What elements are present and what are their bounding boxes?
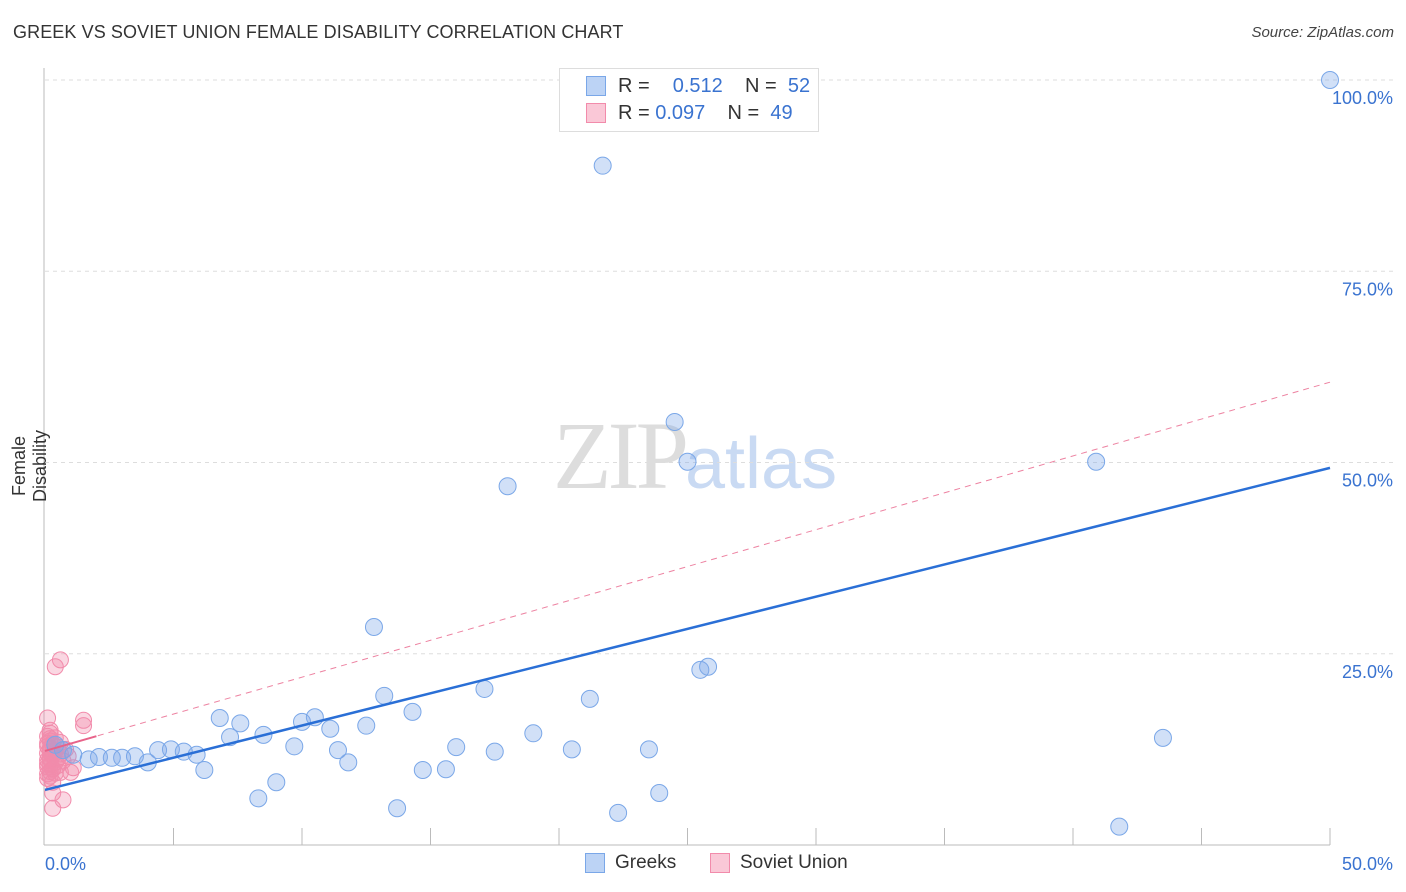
- legend-label: Soviet Union: [740, 852, 848, 873]
- soviet-trend-line: [44, 381, 1331, 752]
- greeks-point: [187, 745, 206, 764]
- legend-row-greeks: R = 0.512 N = 52: [586, 73, 810, 99]
- n-label: N =: [727, 101, 760, 124]
- chart-title: GREEK VS SOVIET UNION FEMALE DISABILITY …: [13, 22, 624, 42]
- greeks-point: [403, 702, 422, 721]
- soviet-point: [51, 651, 69, 669]
- greeks-point: [1087, 452, 1106, 471]
- y-tick-label: 100.0%: [1332, 88, 1393, 108]
- n-value: 52: [787, 74, 811, 97]
- greeks-swatch: [585, 853, 605, 873]
- greeks-point: [650, 783, 669, 802]
- greeks-point: [699, 657, 718, 676]
- greeks-point: [447, 738, 466, 757]
- n-label: N =: [745, 74, 777, 97]
- greeks-point: [249, 789, 268, 808]
- soviet-point: [39, 765, 57, 783]
- greeks-point: [388, 799, 407, 818]
- soviet-swatch: [710, 853, 730, 873]
- y-tick-label: 25.0%: [1342, 662, 1393, 682]
- greeks-point: [64, 745, 83, 764]
- soviet-point: [75, 711, 93, 729]
- greeks-point: [485, 742, 504, 761]
- greeks-point: [357, 716, 376, 735]
- legend-item-greeks: Greeks: [585, 852, 676, 874]
- legend-label: Greeks: [615, 852, 677, 873]
- watermark-atlas: atlas: [685, 424, 838, 504]
- soviet-point: [64, 759, 82, 777]
- soviet-trend-line-solid: [44, 735, 97, 752]
- n-value: 49: [770, 101, 793, 124]
- greeks-point: [267, 773, 286, 792]
- greeks-point: [436, 760, 455, 779]
- greeks-point: [1153, 728, 1172, 747]
- legend-row-soviet: R = 0.097 N = 49: [586, 100, 793, 126]
- greeks-point: [639, 740, 658, 759]
- x-tick-label: 0.0%: [45, 854, 86, 874]
- greeks-point: [364, 617, 383, 636]
- greeks-point: [210, 709, 229, 728]
- greeks-point: [149, 741, 168, 760]
- greeks-point: [102, 748, 121, 767]
- greeks-point: [665, 412, 684, 431]
- greeks-point: [562, 740, 581, 759]
- y-tick-label: 50.0%: [1342, 471, 1393, 491]
- greeks-point: [195, 761, 214, 780]
- greeks-point: [413, 761, 432, 780]
- legend-item-soviet: Soviet Union: [710, 852, 848, 874]
- greeks-point: [231, 714, 250, 733]
- source-label: Source: ZipAtlas.com: [1251, 24, 1394, 41]
- greeks-point: [46, 735, 65, 754]
- soviet-point: [46, 658, 64, 676]
- greeks-trend-line: [44, 466, 1331, 792]
- greeks-point: [678, 452, 697, 471]
- greeks-point: [498, 477, 517, 496]
- greeks-point: [328, 741, 347, 760]
- r-label: R =: [618, 74, 650, 97]
- soviet-point: [41, 730, 59, 748]
- stats-legend: R = 0.512 N = 52 R = 0.097 N = 49: [559, 68, 819, 132]
- greeks-point: [375, 686, 394, 705]
- greeks-point: [475, 679, 494, 698]
- soviet-point: [41, 724, 59, 742]
- soviet-point: [62, 763, 80, 781]
- greeks-point: [1110, 817, 1129, 836]
- greeks-point: [321, 719, 340, 738]
- greeks-point: [113, 748, 132, 767]
- greeks-point: [79, 750, 98, 769]
- greeks-point: [609, 803, 628, 822]
- r-value: 0.097: [655, 101, 706, 124]
- x-tick-label: 50.0%: [1342, 854, 1393, 874]
- greeks-point: [580, 689, 599, 708]
- greeks-point: [1321, 71, 1339, 89]
- r-value: 0.512: [672, 74, 723, 97]
- y-tick-label: 75.0%: [1342, 279, 1393, 299]
- greeks-point: [339, 753, 358, 772]
- soviet-point: [75, 717, 93, 735]
- soviet-swatch: [586, 103, 606, 123]
- greeks-point: [524, 724, 543, 743]
- soviet-point: [44, 799, 62, 817]
- r-label: R =: [618, 101, 650, 124]
- greeks-point: [593, 156, 612, 175]
- greeks-point: [285, 737, 304, 756]
- greeks-swatch: [586, 76, 606, 96]
- y-axis-label: Female Disability: [9, 429, 50, 503]
